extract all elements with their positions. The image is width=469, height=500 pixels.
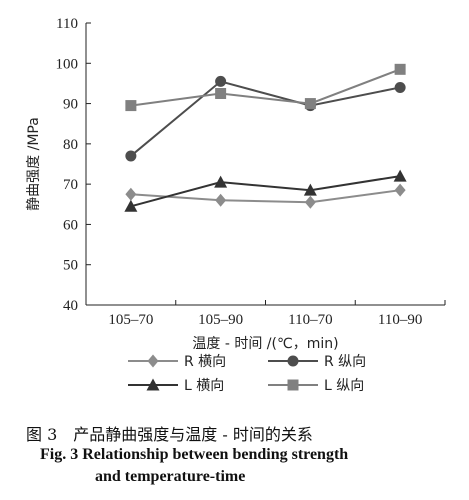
y-tick-label: 110 [56, 16, 78, 32]
data-point [304, 98, 316, 110]
series-2 [125, 75, 406, 162]
series-line [130, 68, 401, 107]
legend-marker [146, 378, 160, 391]
legend-label: R 纵向 [324, 354, 366, 370]
y-tick-label: 60 [63, 217, 78, 233]
legend-label: L 横向 [184, 378, 224, 394]
series-1 [125, 183, 406, 209]
y-tick-label: 90 [63, 97, 78, 113]
figure-caption-english-line-2: and temperature-time [95, 468, 246, 485]
data-point [125, 187, 137, 201]
figure-caption-chinese: 图 3 产品静曲强度与温度 - 时间的关系 [26, 425, 313, 444]
y-tick-label: 50 [63, 258, 78, 274]
legend-item-2: R 纵向 [268, 354, 366, 370]
data-point [215, 88, 227, 99]
x-tick-label: 110–70 [288, 312, 332, 328]
legend-item-3: L 横向 [128, 378, 224, 394]
y-axis-title: 静曲强度 /MPa [26, 117, 42, 211]
data-point [303, 183, 317, 196]
series-line [130, 80, 401, 157]
data-point [393, 169, 407, 182]
x-tick-label: 105–70 [108, 312, 153, 328]
data-point [215, 75, 227, 87]
series-line [130, 175, 401, 208]
bending-strength-chart: 40 50 60 70 80 90 100 110 105–70 105–90 110–70 110–… [26, 16, 446, 394]
legend-marker [287, 379, 299, 391]
data-point [125, 100, 137, 112]
data-point [124, 199, 138, 212]
y-tick-label: 40 [63, 298, 78, 314]
data-point [394, 183, 406, 197]
x-tick-label: 105–90 [198, 312, 243, 328]
series-line [130, 189, 401, 204]
series-4 [125, 63, 406, 112]
legend-item-4: L 纵向 [268, 378, 364, 394]
legend-marker [287, 355, 299, 367]
legend-marker [147, 354, 159, 368]
data-point [214, 175, 228, 188]
y-tick-label: 80 [63, 137, 78, 153]
data-point [304, 195, 316, 209]
data-point [394, 81, 406, 93]
data-point [394, 63, 406, 75]
x-axis-title: 温度 - 时间 /(℃，min) [192, 336, 338, 352]
series-3 [124, 169, 407, 212]
figure-caption-english-line-1: Fig. 3 Relationship between bending stre… [40, 446, 349, 463]
y-tick-label: 70 [63, 177, 78, 193]
data-point [215, 193, 227, 207]
legend-label: L 纵向 [324, 378, 364, 394]
x-tick-label: 110–90 [378, 312, 422, 328]
legend-label: R 横向 [184, 354, 226, 370]
y-tick-label: 100 [56, 56, 79, 72]
data-point [125, 150, 137, 162]
legend-item-1: R 横向 [128, 354, 226, 370]
